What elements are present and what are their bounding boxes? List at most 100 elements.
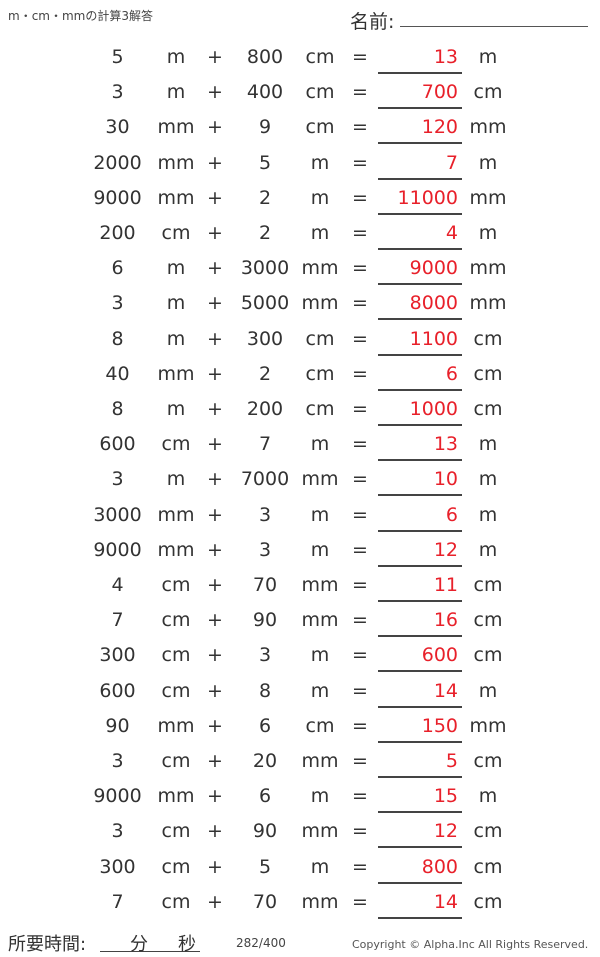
- problem-row: 30 mm +9 cm = 120 mm: [0, 115, 600, 150]
- first-number: 3000: [93, 503, 142, 526]
- answer-line: [378, 600, 462, 602]
- first-number: 8: [111, 327, 124, 350]
- first-unit: mm: [157, 714, 195, 737]
- equals-sign: =: [352, 257, 368, 280]
- first-number: 3: [111, 750, 124, 772]
- problem-row: 200 cm +2 m = 4 m: [0, 221, 600, 256]
- first-number: 200: [99, 222, 136, 244]
- answer-line: [378, 107, 462, 110]
- second-number: 2: [258, 362, 272, 385]
- answer-unit: cm: [473, 574, 503, 596]
- second-unit: m: [310, 785, 330, 808]
- first-number: 7: [111, 609, 124, 632]
- name-label: 名前:: [350, 11, 395, 33]
- answer-unit: cm: [473, 609, 503, 632]
- problem-row: 600 cm +7 m = 13 m: [0, 432, 600, 467]
- first-number: 40: [105, 362, 130, 385]
- answer-line: [378, 564, 462, 567]
- first-unit: cm: [161, 679, 191, 702]
- first-unit: m: [166, 398, 186, 420]
- plus-sign: +: [207, 890, 223, 913]
- second-number: 90: [252, 820, 278, 843]
- answer-line: [378, 459, 462, 462]
- plus-sign: +: [207, 81, 223, 104]
- time-field[interactable]: [100, 951, 200, 952]
- second-unit: m: [310, 222, 330, 244]
- answer-unit: mm: [469, 292, 507, 315]
- answer: 13: [433, 433, 458, 456]
- answer-line: [378, 494, 462, 497]
- first-number: 8: [111, 398, 124, 420]
- problem-row: 9000 mm +3 m = 12 m: [0, 538, 600, 573]
- answer-line: [378, 846, 462, 849]
- first-number: 300: [99, 644, 136, 667]
- answer-line: [378, 248, 462, 250]
- plus-sign: +: [207, 714, 223, 737]
- plus-sign: +: [207, 257, 223, 280]
- name-field[interactable]: [400, 26, 588, 27]
- problem-row: 9000 mm +2 m = 11000 mm: [0, 186, 600, 221]
- second-number: 2: [258, 222, 272, 244]
- second-number: 9: [258, 116, 272, 139]
- second-unit: m: [310, 855, 330, 878]
- equals-sign: =: [352, 714, 368, 737]
- second-number: 7: [258, 433, 272, 456]
- equals-sign: =: [352, 292, 368, 315]
- plus-sign: +: [207, 468, 223, 491]
- problem-row: 40 mm +2 cm = 6 cm: [0, 362, 600, 397]
- second-unit: mm: [301, 609, 339, 632]
- equals-sign: =: [352, 327, 368, 350]
- plus-sign: +: [207, 644, 223, 667]
- answer-line: [378, 72, 462, 74]
- answer-unit: cm: [473, 890, 503, 913]
- seconds-label: 秒: [178, 934, 196, 955]
- answer-unit: mm: [469, 116, 507, 139]
- second-unit: m: [310, 503, 330, 526]
- first-unit: cm: [161, 750, 191, 772]
- second-unit: cm: [305, 362, 335, 385]
- problem-row: 3 m +400 cm = 700 cm: [0, 80, 600, 115]
- second-number: 3: [258, 538, 272, 561]
- plus-sign: +: [207, 327, 223, 350]
- equals-sign: =: [352, 398, 368, 420]
- first-number: 600: [99, 433, 136, 456]
- second-number: 90: [252, 609, 278, 632]
- plus-sign: +: [207, 46, 223, 68]
- first-unit: mm: [157, 362, 195, 385]
- equals-sign: =: [352, 609, 368, 632]
- first-unit: mm: [157, 538, 195, 561]
- answer-unit: m: [478, 679, 498, 702]
- answer-unit: mm: [469, 714, 507, 737]
- answer-line: [378, 283, 462, 286]
- equals-sign: =: [352, 679, 368, 702]
- answer-line: [378, 388, 462, 391]
- first-number: 9000: [93, 538, 142, 561]
- answer-line: [378, 776, 462, 778]
- equals-sign: =: [352, 362, 368, 385]
- answer-unit: m: [478, 433, 498, 456]
- first-unit: cm: [161, 609, 191, 632]
- second-unit: mm: [301, 820, 339, 843]
- plus-sign: +: [207, 785, 223, 808]
- second-number: 800: [246, 46, 284, 68]
- answer-unit: cm: [473, 327, 503, 350]
- answer: 12: [433, 538, 458, 561]
- answer-unit: cm: [473, 750, 503, 772]
- answer: 14: [433, 890, 458, 913]
- equals-sign: =: [352, 855, 368, 878]
- answer-unit: cm: [473, 81, 503, 104]
- first-unit: cm: [161, 890, 191, 913]
- first-number: 5: [111, 46, 124, 68]
- second-number: 70: [252, 890, 278, 913]
- answer-unit: cm: [473, 362, 503, 385]
- answer-unit: m: [478, 503, 498, 526]
- answer-unit: mm: [469, 186, 507, 209]
- first-unit: m: [166, 327, 186, 350]
- second-unit: m: [310, 433, 330, 456]
- first-unit: m: [166, 257, 186, 280]
- problem-row: 8 m +300 cm = 1100 cm: [0, 327, 600, 362]
- first-number: 4: [111, 574, 124, 596]
- second-number: 2: [258, 186, 272, 209]
- problem-row: 4 cm +70 mm = 11 cm: [0, 573, 600, 608]
- first-number: 3: [111, 292, 124, 315]
